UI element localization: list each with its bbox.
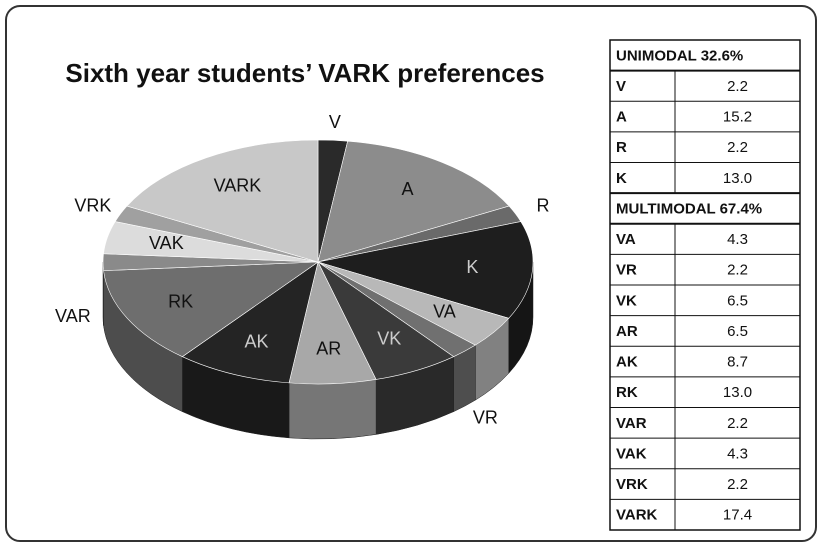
slice-label: VRK — [74, 196, 111, 216]
pie-sides — [102, 261, 534, 440]
table-category: RK — [616, 384, 638, 401]
slice-label: VR — [473, 407, 498, 427]
table-value: 6.5 — [727, 323, 748, 340]
table-value: 4.3 — [727, 445, 748, 462]
table-category: VAK — [616, 445, 647, 462]
slice-side — [288, 379, 377, 440]
slice-label: VAR — [55, 306, 91, 326]
slice-label: AK — [244, 331, 268, 351]
data-table: UNIMODAL 32.6% V 2.2 A 15.2 R 2.2 K 13.0 MULTIMOD… — [609, 39, 801, 531]
table-category: K — [616, 170, 627, 187]
table-value: 6.5 — [727, 292, 748, 309]
slice-label: K — [466, 257, 478, 277]
table-value: 17.4 — [723, 507, 752, 524]
table-value: 4.3 — [727, 231, 748, 248]
slice-label: A — [401, 179, 413, 199]
table-category: VRK — [616, 476, 648, 493]
slice-label: RK — [168, 291, 193, 311]
slice-label: VAK — [149, 233, 184, 253]
table-value: 2.2 — [727, 415, 748, 432]
table-category: A — [616, 109, 627, 126]
table-category: VK — [616, 292, 637, 309]
table-value: 13.0 — [723, 384, 752, 401]
table-value: 13.0 — [723, 170, 752, 187]
table-value: 2.2 — [727, 262, 748, 279]
pie-slice — [181, 261, 319, 384]
pie-slice — [126, 139, 319, 263]
pie-slice — [103, 261, 320, 358]
table-header: UNIMODAL 32.6% — [616, 47, 743, 64]
table-category: VA — [616, 231, 636, 248]
pie-slice — [317, 221, 534, 319]
slice-label: V — [329, 112, 341, 132]
table-category: AK — [616, 354, 638, 371]
table-category: VAR — [616, 415, 647, 432]
slice-label: AR — [316, 338, 341, 358]
table-category: VR — [616, 262, 637, 279]
slice-label: R — [537, 196, 550, 216]
table-category: AR — [616, 323, 638, 340]
table-value: 8.7 — [727, 354, 748, 371]
slice-label: VARK — [214, 176, 262, 196]
table-value: 2.2 — [727, 139, 748, 156]
slice-label: VK — [377, 329, 401, 349]
table-category: VARK — [616, 507, 658, 524]
table-category: R — [616, 139, 627, 156]
pie-slice — [317, 140, 510, 263]
table-header: MULTIMODAL 67.4% — [616, 200, 762, 217]
table-value: 2.2 — [727, 476, 748, 493]
table-value: 2.2 — [727, 78, 748, 95]
chart-title: Sixth year students’ VARK preferences — [65, 58, 544, 88]
table-category: V — [616, 78, 626, 95]
slice-label: VA — [433, 301, 456, 321]
pie-tops — [102, 139, 534, 385]
table-value: 15.2 — [723, 109, 752, 126]
